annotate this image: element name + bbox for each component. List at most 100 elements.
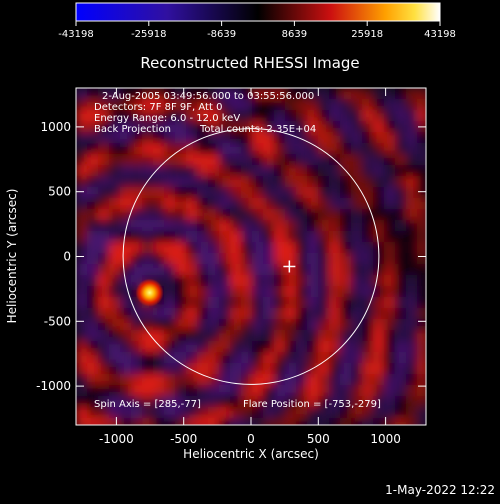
heatmap-cell xyxy=(340,209,352,221)
heatmap-cell xyxy=(87,319,99,331)
heatmap-cell xyxy=(395,209,407,221)
heatmap-cell xyxy=(131,407,143,419)
heatmap-cell xyxy=(164,319,176,331)
heatmap-cell xyxy=(230,88,242,100)
heatmap-cell xyxy=(351,308,363,320)
heatmap-cell xyxy=(241,396,253,408)
heatmap-cell xyxy=(98,220,110,232)
heatmap-cell xyxy=(406,385,418,397)
heatmap-cell xyxy=(208,121,220,133)
heatmap-cell xyxy=(109,165,121,177)
heatmap-cell xyxy=(120,341,132,353)
heatmap-cell xyxy=(241,154,253,166)
heatmap-cell xyxy=(175,198,187,210)
heatmap-cell xyxy=(87,352,99,364)
heatmap-cell xyxy=(351,341,363,353)
heatmap-cell xyxy=(274,385,286,397)
heatmap-cell xyxy=(197,407,209,419)
heatmap-cell xyxy=(208,286,220,298)
heatmap-cell xyxy=(120,385,132,397)
heatmap-cell xyxy=(131,132,143,144)
heatmap-cell xyxy=(131,121,143,133)
heatmap-cell xyxy=(230,209,242,221)
heatmap-cell xyxy=(395,286,407,298)
heatmap-cell xyxy=(307,264,319,276)
heatmap-cell xyxy=(120,253,132,265)
heatmap-cell xyxy=(98,253,110,265)
heatmap-cell xyxy=(197,220,209,232)
heatmap-cell xyxy=(252,154,264,166)
colorbar-tick-label: 25918 xyxy=(351,29,383,40)
heatmap-cell xyxy=(395,418,407,425)
heatmap-cell xyxy=(340,143,352,155)
heatmap-cell xyxy=(87,99,99,111)
heatmap-cell xyxy=(296,110,308,122)
heatmap-cell xyxy=(340,352,352,364)
heatmap-cell xyxy=(131,385,143,397)
heatmap-cell xyxy=(318,407,330,419)
heatmap-cell xyxy=(153,110,165,122)
heatmap-cell xyxy=(164,363,176,375)
heatmap-cell xyxy=(263,418,275,425)
heatmap-cell xyxy=(373,341,385,353)
heatmap-cell xyxy=(76,407,88,419)
heatmap-cell xyxy=(362,264,374,276)
heatmap-cell xyxy=(197,209,209,221)
heatmap-cell xyxy=(98,396,110,408)
heatmap-cell xyxy=(241,418,253,425)
heatmap-cell xyxy=(120,330,132,342)
heatmap-cell xyxy=(318,396,330,408)
heatmap-cell xyxy=(318,176,330,188)
heatmap-cell xyxy=(175,418,187,425)
heatmap-cell xyxy=(153,418,165,425)
heatmap-cell xyxy=(230,319,242,331)
heatmap-cell xyxy=(120,110,132,122)
heatmap-cell xyxy=(98,231,110,243)
heatmap-cell xyxy=(285,385,297,397)
heatmap-cell xyxy=(296,242,308,254)
heatmap-cell xyxy=(131,220,143,232)
heatmap-cell xyxy=(329,198,341,210)
heatmap-cell xyxy=(186,275,198,287)
heatmap-cell xyxy=(164,110,176,122)
heatmap-cell xyxy=(318,198,330,210)
heatmap-cell xyxy=(373,187,385,199)
heatmap-cell xyxy=(197,187,209,199)
heatmap-cell xyxy=(373,121,385,133)
heatmap-cell xyxy=(296,209,308,221)
heatmap-cell xyxy=(120,132,132,144)
heatmap-cell xyxy=(252,121,264,133)
heatmap-cell xyxy=(395,88,407,100)
heatmap-cell xyxy=(98,352,110,364)
heatmap-cell xyxy=(274,297,286,309)
heatmap-cell xyxy=(373,275,385,287)
heatmap-cells xyxy=(76,88,426,425)
heatmap-cell xyxy=(406,374,418,386)
heatmap-cell xyxy=(307,407,319,419)
heatmap-cell xyxy=(340,220,352,232)
heatmap-cell xyxy=(219,418,231,425)
heatmap-cell xyxy=(417,187,426,199)
heatmap-cell xyxy=(219,297,231,309)
heatmap-cell xyxy=(197,275,209,287)
heatmap-cell xyxy=(76,198,88,210)
heatmap-cell xyxy=(296,396,308,408)
heatmap-cell xyxy=(274,143,286,155)
heatmap-cell xyxy=(373,198,385,210)
colorbar-tick-label: 8639 xyxy=(282,29,307,40)
heatmap-cell xyxy=(241,165,253,177)
heatmap-cell xyxy=(395,187,407,199)
heatmap-cell xyxy=(384,286,396,298)
heatmap-cell xyxy=(230,165,242,177)
heatmap-cell xyxy=(340,330,352,342)
heatmap-cell xyxy=(76,99,88,111)
heatmap-cell xyxy=(164,132,176,144)
heatmap-cell xyxy=(153,143,165,155)
heatmap-cell xyxy=(351,319,363,331)
heatmap-cell xyxy=(395,352,407,364)
heatmap-cell xyxy=(109,176,121,188)
heatmap-cell xyxy=(252,396,264,408)
heatmap-cell xyxy=(131,363,143,375)
heatmap-cell xyxy=(263,99,275,111)
heatmap-cell xyxy=(241,209,253,221)
